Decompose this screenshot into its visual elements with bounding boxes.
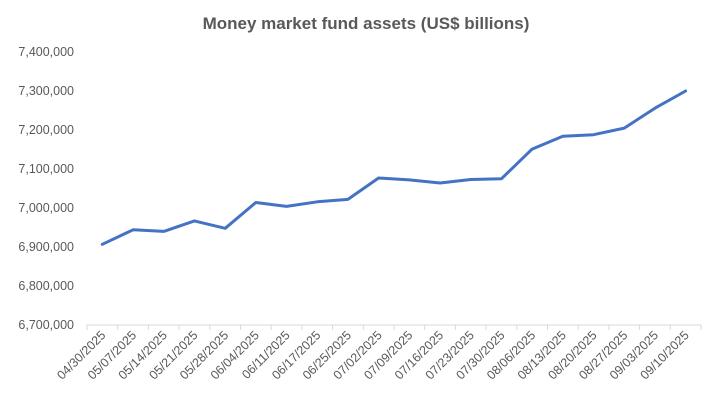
x-axis: 04/30/202505/07/202505/14/202505/21/2025… (54, 328, 691, 382)
y-tick-label: 7,200,000 (18, 123, 74, 137)
y-axis: 6,700,000 6,800,000 6,900,000 7,000,000 7,10… (18, 45, 74, 332)
y-tick-label: 7,300,000 (18, 84, 74, 98)
y-tick-label: 6,700,000 (18, 318, 74, 332)
y-tick-label: 7,400,000 (18, 45, 74, 59)
chart-title: Money market fund assets (US$ billions) (203, 14, 530, 33)
y-tick-label: 7,000,000 (18, 201, 74, 215)
y-tick-label: 6,900,000 (18, 240, 74, 254)
series-line (100, 89, 688, 246)
y-tick-label: 7,100,000 (18, 162, 74, 176)
x-axis-tick-marks (86, 325, 702, 330)
y-tick-label: 6,800,000 (18, 279, 74, 293)
